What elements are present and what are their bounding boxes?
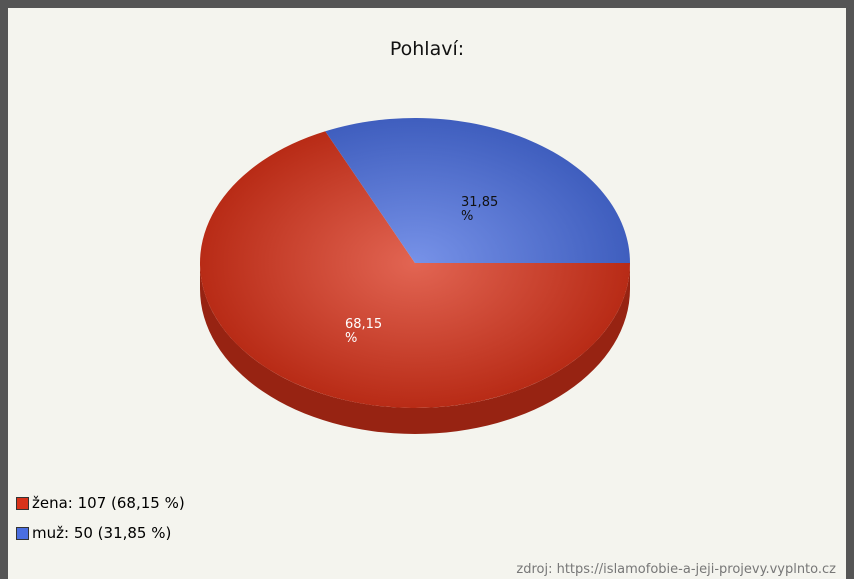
legend-text: žena: 107 (68,15 %) — [32, 494, 185, 512]
legend-swatch — [16, 496, 29, 510]
legend-text: muž: 50 (31,85 %) — [32, 524, 172, 542]
legend-entry: žena: 107 (68,15 %) — [16, 494, 185, 512]
legend-entry: muž: 50 (31,85 %) — [16, 524, 171, 542]
slice-label: 68,15 % — [344, 317, 383, 347]
slice — [325, 117, 630, 263]
slice-label: 31,85 % — [461, 194, 499, 224]
legend-swatch — [16, 526, 29, 540]
slice-side — [200, 263, 630, 434]
chart-title: Pohlaví: — [389, 38, 465, 60]
slice — [200, 131, 631, 408]
source: zdroj: https://islamofobie-a-jeji-projev… — [516, 562, 836, 577]
